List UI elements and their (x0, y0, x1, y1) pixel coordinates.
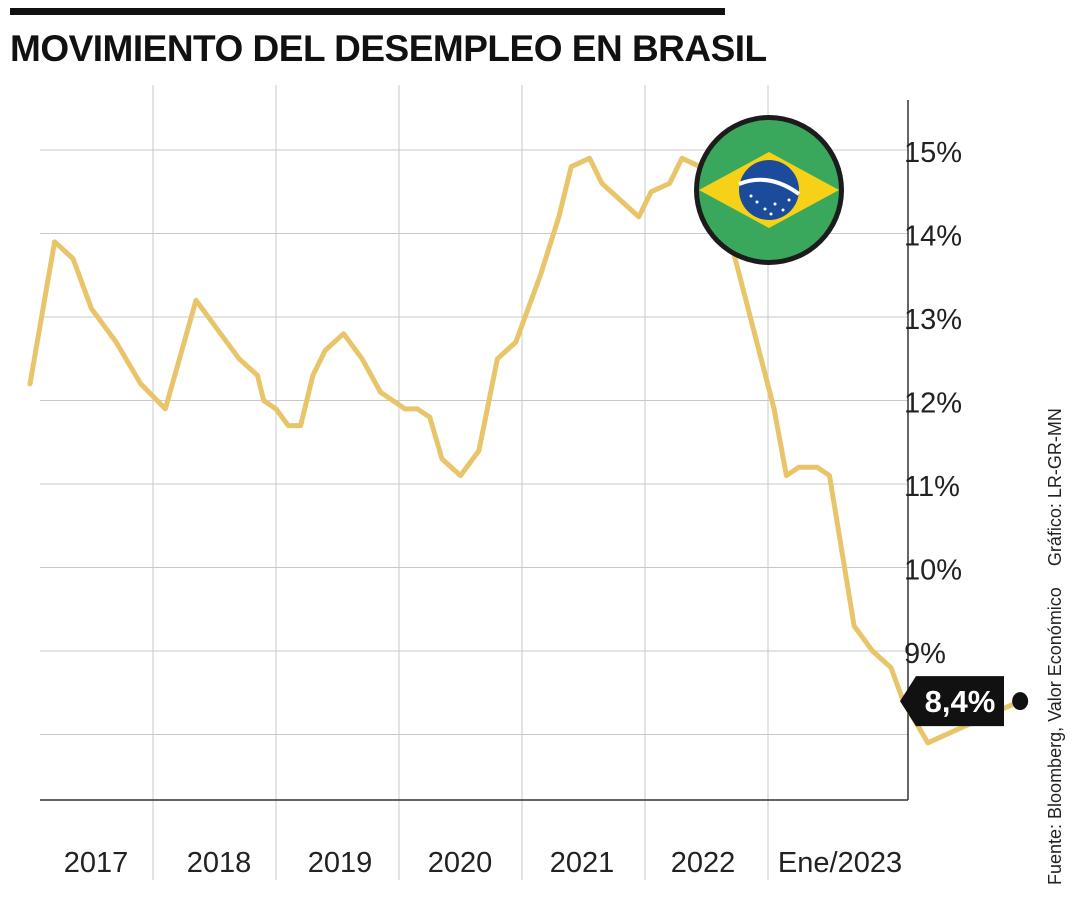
x-tick-label: 2018 (187, 847, 252, 879)
last-value-callout (900, 676, 1004, 727)
title-top-rule (10, 8, 725, 15)
y-tick-label: 9% (904, 638, 946, 670)
chart-title: MOVIMIENTO DEL DESEMPLEO EN BRASIL (10, 28, 767, 69)
y-tick-label: 12% (904, 388, 962, 420)
y-tick-label: 13% (904, 304, 962, 336)
brazil-flag-icon (693, 114, 845, 266)
source-text: Fuente: Bloomberg, Valor Económico (1045, 587, 1065, 885)
y-tick-label: 14% (904, 221, 962, 253)
x-tick-label: 2022 (671, 847, 736, 879)
y-tick-label: 15% (904, 137, 962, 169)
y-tick-label: 11% (904, 471, 960, 503)
last-value-label: 8,4% (925, 684, 996, 719)
x-tick-label: 2021 (550, 847, 615, 879)
credit-text: Gráfico: LR-GR-MN (1045, 408, 1065, 567)
x-tick-label: 2020 (428, 847, 493, 879)
y-tick-label: 10% (904, 555, 962, 587)
series-line (27, 155, 1023, 746)
x-tick-label: 2019 (308, 847, 373, 879)
last-point-marker (1012, 692, 1029, 711)
x-tick-label: 2017 (64, 847, 129, 879)
x-tick-label: Ene/2023 (778, 847, 902, 879)
source-credit: Fuente: Bloomberg, Valor Económico Gráfi… (1045, 325, 1066, 885)
